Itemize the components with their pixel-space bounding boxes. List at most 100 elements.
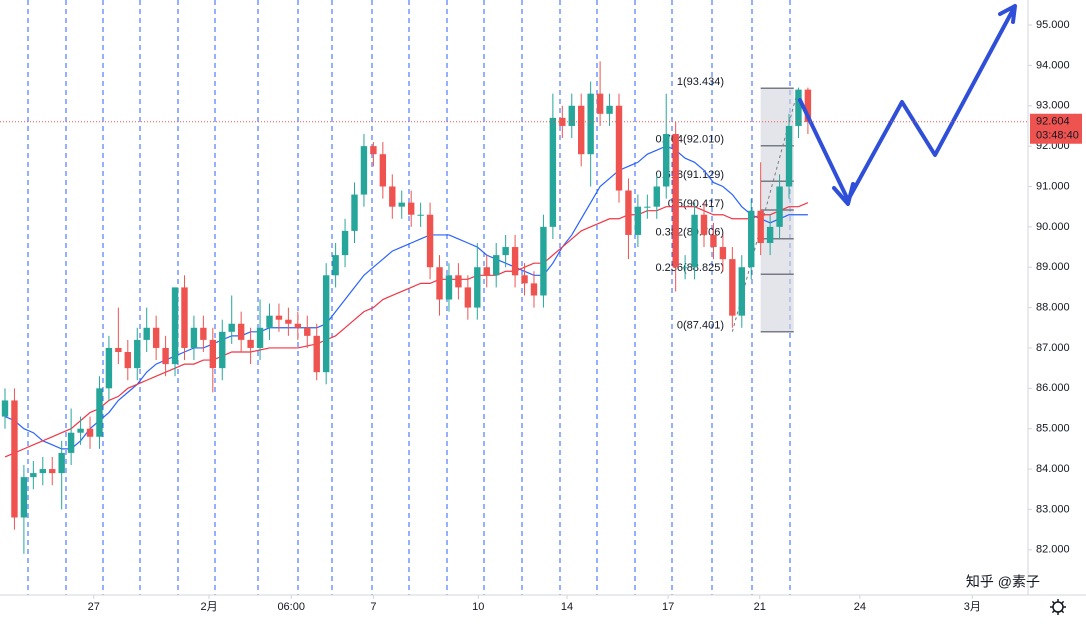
candle-body [644, 206, 651, 208]
x-tick-label: 7 [370, 601, 376, 613]
candle-body [455, 275, 462, 288]
candle-body [407, 202, 415, 215]
candle-body [578, 105, 585, 155]
candle-body [20, 477, 28, 518]
y-tick-label: 95.000 [1036, 19, 1070, 31]
candle-body [143, 327, 150, 340]
candle-body [511, 247, 519, 276]
candle-body [275, 315, 283, 320]
candle-body [389, 186, 396, 207]
candle-body [152, 327, 160, 348]
candle-body [237, 323, 245, 340]
candle-body [96, 388, 103, 437]
candle-body [11, 400, 18, 518]
candle-body [568, 105, 575, 126]
candle-body [719, 247, 727, 260]
candle-body [653, 186, 660, 207]
x-tick-label: 2月 [200, 601, 217, 613]
candle-body [209, 339, 217, 369]
candle-body [58, 452, 65, 474]
candle-body [587, 93, 594, 155]
candle-body [332, 255, 339, 276]
candle-body [502, 247, 509, 256]
fib-label: 1(93.434) [677, 76, 724, 88]
x-tick-label: 3月 [964, 601, 981, 613]
candle-body [795, 89, 802, 126]
candle-body [30, 473, 37, 478]
x-tick-label: 06:00 [277, 601, 305, 613]
candle-body [681, 267, 689, 269]
candle-body [700, 214, 708, 235]
candle-body [162, 347, 169, 365]
countdown-label: 03:48:40 [1036, 130, 1079, 142]
x-tick-label: 14 [561, 601, 573, 613]
candle-body [615, 105, 623, 191]
candle-body [219, 331, 226, 369]
candle-body [190, 327, 198, 348]
candle-body [634, 206, 642, 235]
candle-body [360, 146, 368, 195]
candle-body [776, 186, 783, 227]
candle-body [559, 117, 566, 126]
candle-body [266, 315, 273, 328]
candle-body [304, 327, 311, 336]
candle-body [483, 267, 490, 276]
session-lines [27, 0, 791, 595]
candle-body [748, 210, 755, 268]
x-tick-label: 21 [754, 601, 766, 613]
candle-body [804, 89, 812, 122]
candle-body [596, 93, 604, 114]
candle-body [256, 327, 264, 348]
candle-body [124, 351, 132, 369]
y-tick-label: 85.000 [1036, 423, 1070, 435]
candle-body [181, 287, 188, 348]
candle-body [200, 327, 207, 340]
candle-body [67, 432, 75, 453]
candle-body [492, 255, 500, 276]
candle-body [521, 275, 528, 284]
candle-body [370, 146, 377, 155]
candle-body [729, 259, 736, 316]
candle-body [710, 234, 717, 248]
last-price-label: 92.604 [1036, 116, 1070, 128]
candle-body [1, 400, 9, 417]
y-tick-label: 87.000 [1036, 342, 1070, 354]
y-tick-label: 90.000 [1036, 221, 1070, 233]
candle-body [672, 134, 679, 268]
candle-body [606, 105, 613, 114]
y-tick-label: 84.000 [1036, 463, 1070, 475]
projection-arrow [798, 4, 1017, 206]
candle-body [663, 134, 670, 187]
fib-label: 0.236(88.825) [656, 262, 725, 274]
y-tick-label: 82.000 [1036, 544, 1070, 556]
watermark: 知乎 @素子 [966, 574, 1040, 590]
x-tick-label: 17 [662, 601, 674, 613]
y-tick-label: 88.000 [1036, 301, 1070, 313]
candle-body [171, 287, 179, 365]
candle-body [417, 214, 424, 216]
candle-body [105, 347, 113, 389]
candle-body [474, 267, 481, 308]
candle-body [738, 267, 745, 316]
y-tick-label: 89.000 [1036, 261, 1070, 273]
candle-body [77, 428, 84, 433]
candle-body [625, 190, 632, 235]
candle-body [426, 214, 434, 268]
candle-body [134, 339, 141, 369]
x-tick-label: 10 [472, 601, 484, 613]
fib-label: 0(87.401) [677, 320, 724, 332]
candle-body [398, 202, 405, 207]
candle-body [530, 283, 538, 296]
x-tick-label: 24 [854, 601, 866, 613]
candle-body [464, 287, 472, 308]
candle-body [294, 323, 302, 328]
candle-body [39, 469, 46, 474]
y-tick-label: 86.000 [1036, 382, 1070, 394]
candle-body [285, 319, 292, 324]
candle-body [313, 335, 320, 373]
settings-icon[interactable] [1050, 599, 1066, 615]
candle-body [49, 469, 56, 474]
last-price-box [1030, 113, 1082, 144]
